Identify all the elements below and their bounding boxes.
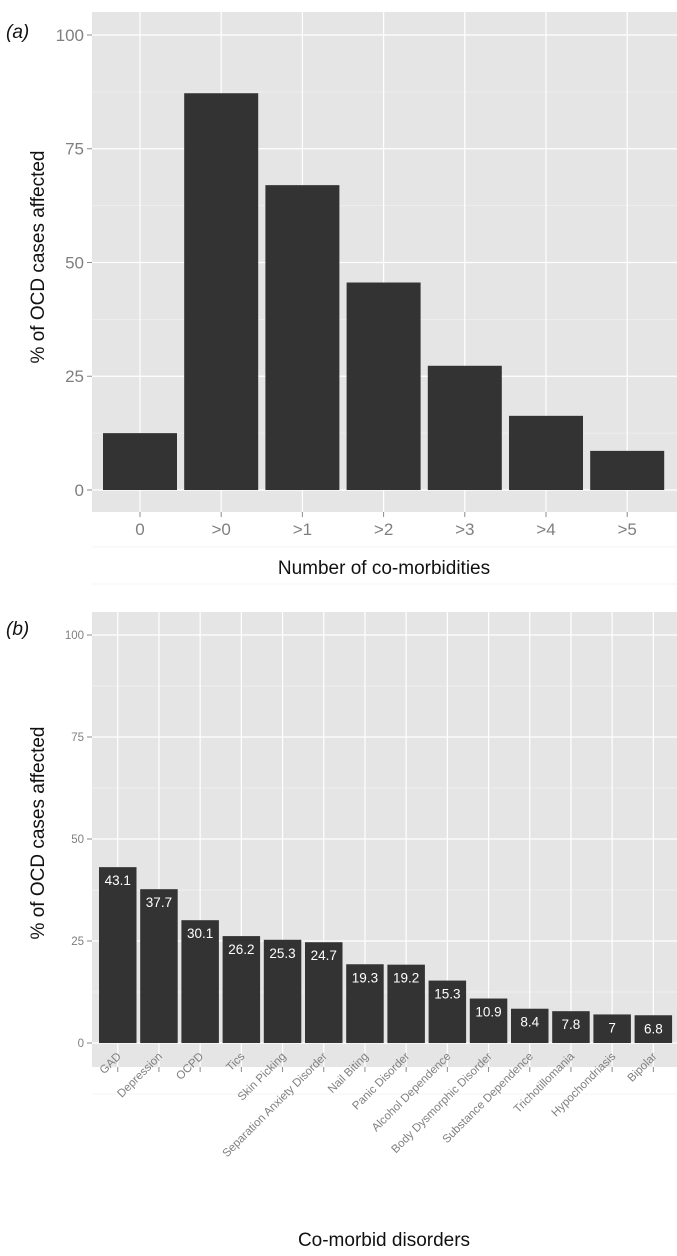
data-label-separation-anxiety-disorder: 24.7	[311, 948, 337, 963]
data-label-panic-disorder: 19.2	[393, 971, 419, 986]
panel-a-bars	[103, 93, 665, 491]
bar-body-dysmorphic-disorder	[469, 998, 508, 1043]
data-label-body-dysmorphic-disorder: 10.9	[475, 1005, 501, 1020]
bar-separation-anxiety-disorder	[305, 942, 343, 1043]
data-label-depression: 37.7	[146, 895, 172, 910]
data-label-hypochondriasis: 7	[608, 1020, 616, 1035]
panel-b-y-tick-label: 100	[65, 630, 84, 642]
panel-b-y-axis-title: % of OCD cases affected	[28, 727, 49, 940]
data-label-alcohol-dependence: 15.3	[434, 987, 460, 1002]
bar-panic-disorder	[387, 964, 425, 1043]
x-tick-label-gt1: >1	[293, 520, 312, 539]
bar-alcohol-dependence	[428, 980, 467, 1043]
data-label-nail-biting: 19.3	[352, 970, 378, 985]
x-tick-label-gt3: >3	[455, 520, 474, 539]
bar-gt5	[590, 450, 665, 490]
x-tick-label-0: 0	[135, 520, 144, 539]
bar-gt2	[346, 282, 421, 490]
bar-nail-biting	[346, 964, 384, 1043]
bar-substance-dependence	[511, 1008, 549, 1043]
panel-a-y-tick-label: 75	[65, 140, 84, 159]
data-label-skin-picking: 25.3	[269, 946, 295, 961]
bar-hypochondriasis	[593, 1014, 631, 1043]
panel-a-y-axis-title: % of OCD cases affected	[28, 151, 49, 364]
data-label-tics: 26.2	[228, 942, 254, 957]
panel-b-y-tick-label: 25	[71, 936, 84, 948]
bar-gad	[99, 867, 137, 1043]
panel-b: 43.1 37.7 30.1 26.2 25.3 24.7 19.3 19.2 15.3 10.9…	[6, 583, 677, 1251]
panel-b-label: (b)	[6, 619, 29, 640]
bar-0	[103, 433, 177, 490]
bar-bipolar	[634, 1015, 673, 1043]
bar-tics	[222, 936, 261, 1043]
panel-a-y-tick-label: 25	[65, 367, 84, 386]
bar-skin-picking	[263, 939, 302, 1043]
panel-a-x-axis-title: Number of co-morbidities	[278, 558, 490, 579]
panel-b-x-axis-title: Co-morbid disorders	[298, 1230, 470, 1251]
panel-a-y-tick-label: 100	[56, 26, 84, 45]
x-tick-label-gt2: >2	[374, 520, 393, 539]
bar-depression	[140, 889, 178, 1043]
data-label-ocpd: 30.1	[187, 926, 213, 941]
panel-a: 0 25 50 75 100 0 >0 >1 >2 >3 >4 >5 (a) Number of co…	[6, 12, 677, 579]
x-tick-label-gt0: >0	[212, 520, 231, 539]
data-label-bipolar: 6.8	[644, 1021, 663, 1036]
data-label-trichotillomania: 7.8	[562, 1017, 581, 1032]
bar-gt3	[427, 365, 502, 490]
panel-b-bars: 43.1 37.7 30.1 26.2 25.3 24.7 19.3 19.2 15.3 10.9…	[99, 867, 673, 1043]
panel-b-y-tick-label: 75	[71, 732, 84, 744]
data-label-gad: 43.1	[105, 873, 131, 888]
panel-a-axes: 0 25 50 75 100 0 >0 >1 >2 >3 >4 >5	[56, 26, 637, 539]
data-label-substance-dependence: 8.4	[520, 1015, 539, 1030]
bar-gt1	[265, 185, 340, 490]
x-tick-label-gt5: >5	[618, 520, 637, 539]
bar-trichotillomania	[552, 1011, 590, 1043]
panel-a-label: (a)	[6, 22, 29, 43]
panel-a-y-tick-label: 50	[65, 253, 84, 272]
panel-b-y-tick-label: 0	[78, 1038, 84, 1050]
bar-gt0	[184, 93, 259, 491]
bar-gt4	[509, 415, 583, 490]
panel-a-y-tick-label: 0	[75, 481, 84, 500]
x-tick-label-gt4: >4	[536, 520, 555, 539]
bar-ocpd	[181, 920, 219, 1043]
panel-b-y-tick-label: 50	[71, 834, 84, 846]
